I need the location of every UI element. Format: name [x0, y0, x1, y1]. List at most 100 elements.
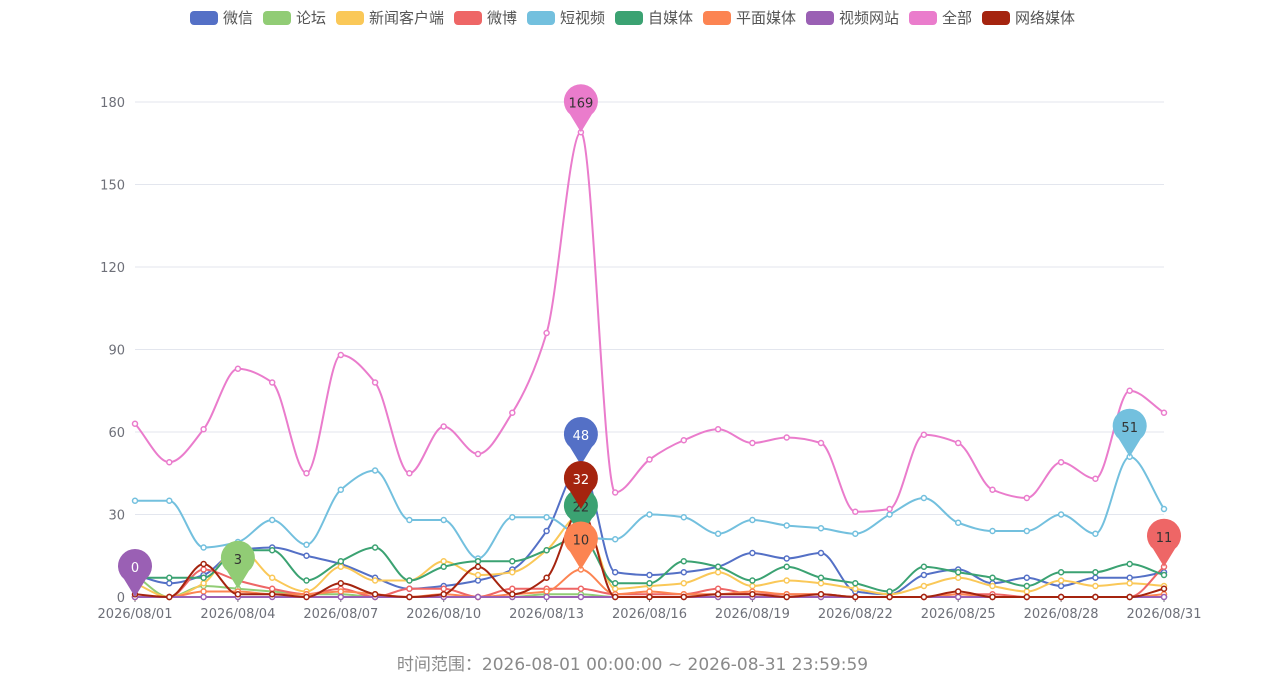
data-point — [783, 577, 790, 584]
data-point — [166, 580, 173, 587]
legend-item: 新闻客户端 — [336, 9, 444, 27]
data-point — [1160, 585, 1168, 592]
max-marker-pin: 10 — [563, 521, 598, 570]
data-point — [646, 580, 653, 587]
x-tick-label: 2026/08/07 — [303, 607, 378, 622]
data-point — [200, 560, 207, 568]
x-ticks: 2026/08/01 2026/08/04 2026/08/07 2026/08/10… — [98, 597, 1201, 622]
series-line — [135, 455, 1165, 560]
data-point — [852, 593, 859, 601]
data-point — [303, 552, 310, 559]
data-point — [817, 549, 825, 557]
max-marker-pin: 3 — [220, 540, 255, 589]
legend-swatch — [615, 11, 643, 25]
data-point — [954, 574, 962, 581]
max-marker-pin: 11 — [1147, 518, 1181, 567]
data-point — [920, 494, 928, 502]
data-point — [680, 580, 688, 587]
data-point — [1057, 582, 1065, 590]
data-point — [749, 439, 756, 447]
y-tick-label: 90 — [108, 344, 125, 359]
series-9 — [131, 505, 1168, 601]
max-marker-label: 48 — [573, 429, 590, 444]
legend-label: 论坛 — [296, 9, 326, 27]
data-point — [714, 426, 722, 433]
max-marker-label: 51 — [1121, 421, 1138, 436]
data-point — [509, 514, 516, 521]
data-point — [646, 456, 653, 463]
data-point — [1057, 577, 1065, 584]
legend-item: 微信 — [190, 9, 253, 27]
x-tick-label: 2026/08/25 — [921, 607, 996, 622]
data-point — [954, 588, 962, 595]
data-point — [1092, 530, 1099, 537]
legend-label: 全部 — [942, 9, 972, 27]
data-point — [337, 580, 345, 587]
data-point — [131, 420, 139, 427]
data-point — [989, 527, 996, 535]
data-point — [1126, 580, 1133, 587]
data-point — [371, 379, 379, 386]
data-point — [543, 329, 550, 337]
data-point — [543, 547, 550, 554]
data-point — [646, 593, 653, 601]
data-point — [1023, 582, 1031, 590]
y-tick-label: 0 — [117, 591, 125, 606]
data-point — [989, 593, 996, 601]
max-markers: 48311512210016932 — [118, 84, 1181, 597]
data-point — [920, 593, 928, 601]
data-point — [749, 549, 756, 557]
data-point — [611, 569, 619, 576]
x-tick-label: 2026/08/19 — [715, 607, 790, 622]
data-point — [509, 585, 516, 592]
data-point — [543, 593, 550, 601]
data-point — [474, 593, 482, 601]
max-marker-pin: 0 — [118, 549, 153, 597]
y-tick-label: 30 — [108, 509, 125, 524]
data-point — [1023, 574, 1031, 581]
data-point — [131, 497, 139, 504]
x-tick-label: 2026/08/16 — [612, 607, 687, 622]
data-point — [1126, 593, 1133, 601]
data-point — [611, 536, 619, 543]
data-point — [337, 558, 345, 565]
data-point — [852, 530, 859, 537]
data-point — [749, 516, 756, 524]
data-point — [440, 563, 447, 570]
data-point — [268, 591, 276, 598]
data-point — [1126, 560, 1133, 568]
data-point — [611, 489, 619, 496]
data-point — [783, 593, 790, 601]
data-point — [954, 519, 962, 526]
data-point — [1023, 494, 1031, 502]
data-point — [1160, 409, 1168, 416]
max-marker-pin: 48 — [563, 417, 598, 465]
data-point — [817, 439, 825, 447]
data-point — [543, 527, 550, 535]
max-marker-label: 10 — [573, 534, 590, 549]
data-point — [714, 569, 722, 576]
data-point — [166, 574, 173, 581]
data-point — [1092, 569, 1099, 576]
data-point — [954, 439, 962, 447]
data-point — [989, 582, 996, 590]
data-point — [200, 574, 207, 581]
data-point — [1057, 511, 1065, 518]
data-point — [543, 574, 550, 581]
data-point — [611, 585, 619, 592]
legend-label: 平面媒体 — [736, 9, 796, 27]
data-point — [852, 508, 859, 515]
legend-swatch — [909, 11, 937, 25]
y-tick-label: 60 — [108, 426, 125, 441]
data-point — [337, 563, 345, 570]
data-point — [989, 574, 996, 581]
pin-shape — [1147, 518, 1181, 567]
data-point — [406, 577, 413, 584]
max-marker-label: 3 — [234, 553, 242, 568]
legend-label: 自媒体 — [648, 9, 693, 27]
data-point — [646, 588, 653, 595]
data-point — [749, 582, 756, 590]
data-point — [200, 544, 207, 551]
data-point — [337, 593, 345, 601]
